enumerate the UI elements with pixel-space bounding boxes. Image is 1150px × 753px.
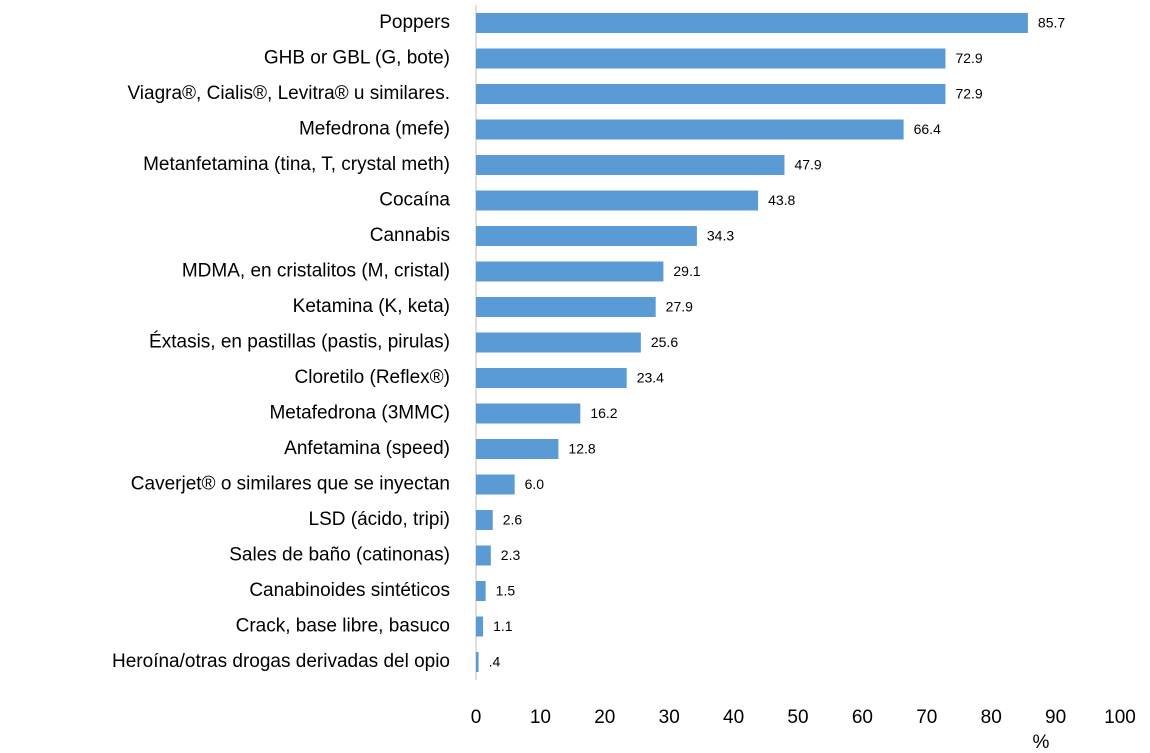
x-tick-label: 0 bbox=[471, 707, 482, 728]
value-label: 1.5 bbox=[496, 583, 516, 599]
category-label: Cloretilo (Reflex®) bbox=[295, 367, 450, 388]
value-label: 47.9 bbox=[794, 157, 821, 173]
value-label: .4 bbox=[489, 654, 501, 670]
category-label: Heroína/otras drogas derivadas del opio bbox=[112, 651, 450, 672]
category-label: GHB or GBL (G, bote) bbox=[264, 48, 450, 69]
category-label: Canabinoides sintéticos bbox=[249, 580, 450, 601]
value-label: 1.1 bbox=[493, 618, 513, 634]
x-tick-label: 30 bbox=[659, 707, 680, 728]
x-tick-label: 80 bbox=[981, 707, 1002, 728]
category-label: Metanfetamina (tina, T, crystal meth) bbox=[143, 154, 450, 175]
x-tick-label: 40 bbox=[723, 707, 744, 728]
value-label: 85.7 bbox=[1038, 15, 1065, 31]
category-label: Caverjet® o similares que se inyectan bbox=[131, 474, 450, 495]
value-label: 23.4 bbox=[637, 370, 664, 386]
value-label: 6.0 bbox=[525, 476, 545, 492]
bar bbox=[476, 581, 486, 601]
value-label: 12.8 bbox=[568, 441, 595, 457]
bar bbox=[476, 155, 785, 175]
value-label: 25.6 bbox=[651, 334, 678, 350]
bar bbox=[476, 474, 515, 495]
category-label: Cannabis bbox=[370, 225, 450, 246]
bar bbox=[476, 545, 491, 566]
category-label: Sales de baño (catinonas) bbox=[229, 545, 450, 566]
x-tick-label: 90 bbox=[1045, 707, 1066, 728]
category-label: Anfetamina (speed) bbox=[284, 438, 450, 459]
bar bbox=[476, 48, 946, 69]
category-label: Poppers bbox=[379, 12, 450, 33]
x-tick-label: 60 bbox=[852, 707, 873, 728]
category-label: Ketamina (K, keta) bbox=[293, 296, 450, 317]
bar bbox=[476, 297, 656, 317]
bar bbox=[476, 226, 697, 246]
x-axis-label: % bbox=[1033, 732, 1050, 753]
bar bbox=[476, 261, 664, 282]
x-tick-label: 10 bbox=[530, 707, 551, 728]
value-label: 72.9 bbox=[955, 50, 982, 66]
bar bbox=[476, 616, 484, 637]
value-label: 43.8 bbox=[768, 192, 795, 208]
value-label: 29.1 bbox=[673, 263, 700, 279]
bar bbox=[476, 652, 479, 672]
bar bbox=[476, 84, 946, 104]
x-tick-label: 70 bbox=[916, 707, 937, 728]
category-label: Éxtasis, en pastillas (pastis, pirulas) bbox=[149, 332, 450, 353]
value-label: 27.9 bbox=[666, 299, 693, 315]
bar bbox=[476, 403, 581, 424]
x-tick-label: 50 bbox=[787, 707, 808, 728]
category-label: Crack, base libre, basuco bbox=[236, 616, 450, 637]
category-label: MDMA, en cristalitos (M, cristal) bbox=[182, 261, 450, 282]
bar bbox=[476, 332, 641, 353]
bar bbox=[476, 13, 1028, 33]
category-label: Viagra®, Cialis®, Levitra® u similares. bbox=[127, 83, 450, 104]
value-label: 66.4 bbox=[914, 121, 941, 137]
bar bbox=[476, 439, 559, 459]
x-tick-label: 20 bbox=[594, 707, 615, 728]
value-label: 16.2 bbox=[590, 405, 617, 421]
value-label: 72.9 bbox=[955, 86, 982, 102]
bar bbox=[476, 119, 904, 140]
value-label: 2.6 bbox=[503, 512, 523, 528]
category-label: Mefedrona (mefe) bbox=[299, 119, 450, 140]
value-label: 34.3 bbox=[707, 228, 734, 244]
x-tick-label: 100 bbox=[1104, 707, 1136, 728]
bar bbox=[476, 190, 759, 211]
category-label: Cocaína bbox=[379, 190, 450, 211]
category-label: LSD (ácido, tripi) bbox=[309, 509, 451, 530]
category-label: Metafedrona (3MMC) bbox=[269, 403, 450, 424]
bar bbox=[476, 510, 493, 530]
value-label: 2.3 bbox=[501, 547, 521, 563]
bar bbox=[476, 368, 627, 388]
